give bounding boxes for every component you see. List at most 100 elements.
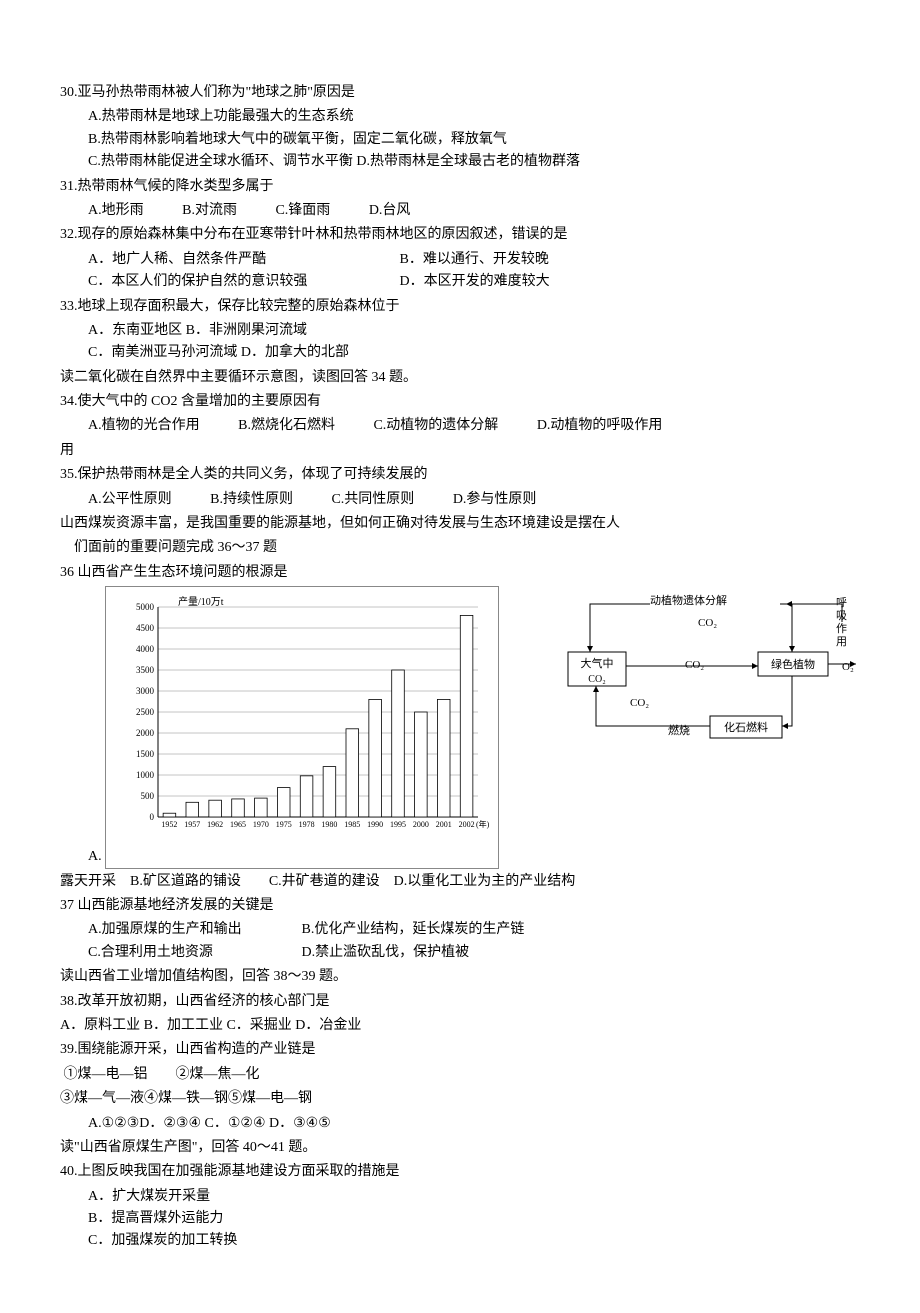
q35-stem: 35.保护热带雨林是全人类的共同义务，体现了可持续发展的: [60, 464, 860, 486]
q31-a: A.地形雨: [88, 200, 144, 222]
q34-options: A.植物的光合作用 B.燃烧化石燃料 C.动植物的遗体分解 D.动植物的呼吸作用: [60, 415, 860, 437]
svg-text:2500: 2500: [136, 707, 155, 717]
svg-text:用: 用: [836, 636, 847, 648]
q30-d-text: D.热带雨林是全球最古老的植物群落: [356, 154, 580, 169]
q36-rest-opts: 露天开采 B.矿区道路的铺设 C.井矿巷道的建设 D.以重化工业为主的产业结构: [60, 871, 860, 893]
q37-row1: A.加强原煤的生产和输出 B.优化产业结构，延长煤炭的生产链: [60, 919, 860, 941]
q33-b: B．非洲刚果河流域: [186, 323, 307, 338]
q32-d: D．本区开发的难度较大: [400, 274, 550, 289]
svg-text:2002: 2002: [459, 820, 475, 829]
svg-text:1978: 1978: [299, 820, 315, 829]
q33-c: C．南美洲亚马孙河流域: [88, 345, 237, 360]
svg-text:1952: 1952: [162, 820, 178, 829]
q33-d: D．加拿大的北部: [241, 345, 349, 360]
svg-text:O₂: O₂: [842, 661, 854, 673]
q33-row1: A．东南亚地区 B．非洲刚果河流域: [60, 320, 860, 342]
q37-b: B.优化产业结构，延长煤炭的生产链: [302, 922, 525, 937]
q36-a-label: A.: [88, 849, 102, 864]
q35-a: A.公平性原则: [88, 489, 172, 511]
svg-text:大气中: 大气中: [581, 656, 614, 670]
svg-text:1962: 1962: [207, 820, 223, 829]
cycle-svg: 动植物遗体分解CO₂大气中CO₂CO₂绿色植物O₂呼吸作用CO₂燃烧化石燃料: [560, 586, 860, 756]
q35-options: A.公平性原则 B.持续性原则 C.共同性原则 D.参与性原则: [60, 489, 860, 511]
svg-text:1985: 1985: [344, 820, 360, 829]
q33-stem: 33.地球上现存面积最大，保存比较完整的原始森林位于: [60, 296, 860, 318]
q35-d: D.参与性原则: [453, 489, 537, 511]
svg-text:3000: 3000: [136, 686, 155, 696]
svg-text:2000: 2000: [136, 728, 155, 738]
svg-text:5000: 5000: [136, 602, 155, 612]
q30-c-text: C.热带雨林能促进全球水循环、调节水平衡: [88, 154, 353, 169]
pre36-line2: 们面前的重要问题完成 36～37 题: [60, 537, 860, 559]
svg-text:1965: 1965: [230, 820, 246, 829]
q33-a: A．东南亚地区: [88, 323, 182, 338]
pre40-text: 读"山西省原煤生产图"，回答 40～41 题。: [60, 1137, 860, 1159]
q34-d: D.动植物的呼吸作用: [537, 415, 663, 437]
q30-opt-cd: C.热带雨林能促进全球水循环、调节水平衡 D.热带雨林是全球最古老的植物群落: [60, 151, 860, 173]
svg-text:4500: 4500: [136, 623, 155, 633]
q31-d: D.台风: [369, 200, 411, 222]
q35-c: C.共同性原则: [331, 489, 414, 511]
svg-text:1970: 1970: [253, 820, 269, 829]
q31-options: A.地形雨 B.对流雨 C.锋面雨 D.台风: [60, 200, 860, 222]
svg-text:1957: 1957: [184, 820, 200, 829]
q34-a: A.植物的光合作用: [88, 415, 200, 437]
svg-text:3500: 3500: [136, 665, 155, 675]
q32-row2: C．本区人们的保护自然的意识较强 D．本区开发的难度较大: [60, 271, 860, 293]
svg-text:呼: 呼: [836, 596, 847, 609]
q39-opts: A.①②③D．②③④ C．①②④ D．③④⑤: [60, 1113, 860, 1135]
svg-text:产量/10万t: 产量/10万t: [178, 595, 224, 608]
q39-l1-text: ①煤—电—铝 ②煤—焦—化: [64, 1067, 260, 1082]
q39-l1: ①煤—电—铝 ②煤—焦—化: [60, 1064, 860, 1086]
svg-text:1995: 1995: [390, 820, 406, 829]
svg-text:2001: 2001: [436, 820, 452, 829]
q37-row2: C.合理利用土地资源 D.禁止滥砍乱伐，保护植被: [60, 942, 860, 964]
q31-b: B.对流雨: [182, 200, 237, 222]
q37-d: D.禁止滥砍乱伐，保护植被: [302, 945, 470, 960]
pre36-line1: 山西煤炭资源丰富，是我国重要的能源基地，但如何正确对待发展与生态环境建设是摆在人: [60, 513, 860, 535]
pre38-text: 读山西省工业增加值结构图，回答 38～39 题。: [60, 966, 860, 988]
q40-c: C．加强煤炭的加工转换: [60, 1230, 860, 1252]
svg-text:2000: 2000: [413, 820, 429, 829]
svg-text:CO₂: CO₂: [630, 697, 649, 709]
svg-text:燃烧: 燃烧: [668, 723, 690, 737]
svg-text:1980: 1980: [322, 820, 338, 829]
svg-text:动植物遗体分解: 动植物遗体分解: [650, 593, 727, 607]
q31-stem: 31.热带雨林气候的降水类型多属于: [60, 176, 860, 198]
q40-a: A．扩大煤炭开采量: [60, 1186, 860, 1208]
svg-text:1500: 1500: [136, 749, 155, 759]
q32-stem: 32.现存的原始森林集中分布在亚寒带针叶林和热带雨林地区的原因叙述，错误的是: [60, 224, 860, 246]
q37-a: A.加强原煤的生产和输出: [88, 919, 298, 941]
svg-text:4000: 4000: [136, 644, 155, 654]
q32-b: B．难以通行、开发较晚: [400, 252, 549, 267]
q30-stem: 30.亚马孙热带雨林被人们称为"地球之肺"原因是: [60, 82, 860, 104]
q32-a: A．地广人稀、自然条件严酷: [88, 249, 396, 271]
q32-c: C．本区人们的保护自然的意识较强: [88, 271, 396, 293]
q34-b: B.燃烧化石燃料: [238, 415, 335, 437]
q40-b: B．提高晋煤外运能力: [60, 1208, 860, 1230]
q39-l2: ③煤—气—液④煤—铁—钢⑤煤—电—钢: [60, 1088, 860, 1110]
q35-b: B.持续性原则: [210, 489, 293, 511]
q34-stem: 34.使大气中的 CO2 含量增加的主要原因有: [60, 391, 860, 413]
svg-text:1975: 1975: [276, 820, 292, 829]
q40-stem: 40.上图反映我国在加强能源基地建设方面采取的措施是: [60, 1161, 860, 1183]
q34-c: C.动植物的遗体分解: [373, 415, 498, 437]
q37-stem: 37 山西能源基地经济发展的关键是: [60, 895, 860, 917]
q32-row1: A．地广人稀、自然条件严酷 B．难以通行、开发较晚: [60, 249, 860, 271]
coal-production-chart: 0 500 1000 1500 2000 2500 3000 3500 4000 4500 5000…: [105, 586, 499, 868]
q30-opt-a: A.热带雨林是地球上功能最强大的生态系统: [60, 106, 860, 128]
svg-text:(年): (年): [476, 819, 490, 829]
q33-row2: C．南美洲亚马孙河流域 D．加拿大的北部: [60, 342, 860, 364]
svg-text:绿色植物: 绿色植物: [771, 657, 815, 671]
svg-text:1990: 1990: [367, 820, 383, 829]
q38-opts: A．原料工业 B．加工工业 C．采掘业 D．冶金业: [60, 1015, 860, 1037]
svg-text:1000: 1000: [136, 770, 155, 780]
svg-text:CO₂: CO₂: [685, 659, 704, 671]
q37-c: C.合理利用土地资源: [88, 942, 298, 964]
svg-text:500: 500: [141, 791, 155, 801]
q30-opt-b: B.热带雨林影响着地球大气中的碳氧平衡，固定二氧化碳，释放氧气: [60, 129, 860, 151]
bar-svg: 0 500 1000 1500 2000 2500 3000 3500 4000 4500 5000…: [112, 593, 492, 853]
svg-text:0: 0: [150, 812, 155, 822]
q38-stem: 38.改革开放初期，山西省经济的核心部门是: [60, 991, 860, 1013]
pre34-text: 读二氧化碳在自然界中主要循环示意图，读图回答 34 题。: [60, 367, 860, 389]
